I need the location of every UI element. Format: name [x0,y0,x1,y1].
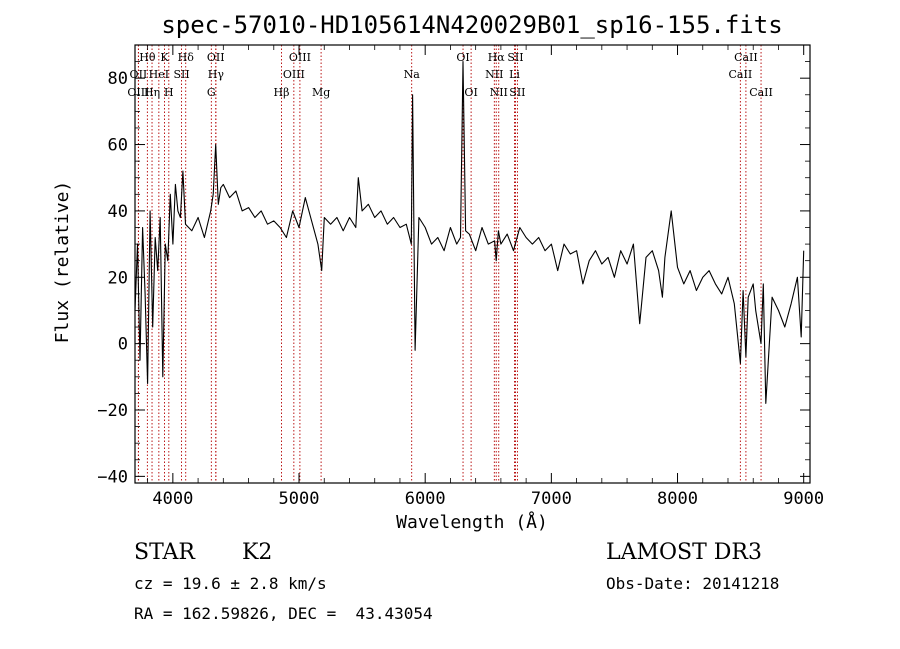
coordinates: RA = 162.59826, DEC = 43.43054 [134,604,433,623]
line-label: Hβ [274,86,290,99]
survey-name: LAMOST DR3 [606,540,762,565]
x-axis-label: Wavelength (Å) [396,511,548,533]
line-label: OII [207,51,225,64]
x-tick-label: 9000 [783,489,824,509]
chart-title: spec-57010-HD105614N420029B01_sp16-155.f… [161,11,782,39]
line-label: K [160,51,169,64]
observation-date: Obs-Date: 20141218 [606,574,780,593]
spectral-subclass: K2 [242,540,273,565]
y-axis-label: Flux (relative) [52,181,73,344]
plot-frame [134,44,811,484]
line-label: Li [509,68,520,81]
line-label: G [207,86,216,99]
y-tick-label: 40 [108,202,128,222]
emission-line-markers [137,45,762,483]
line-label: OII [130,68,148,81]
x-tick-label: 5000 [279,489,320,509]
x-tick-label: 8000 [657,489,698,509]
spectrum-line [134,61,805,404]
line-label: Hα [488,51,506,64]
x-tick-label: 4000 [152,489,193,509]
x-tick-label: 6000 [405,489,446,509]
line-label: CaII [734,51,758,64]
line-label: NII [485,68,503,81]
line-label: SII [173,68,189,81]
redshift-cz: cz = 19.6 ± 2.8 km/s [134,574,327,593]
line-label: Hη [144,86,160,99]
line-label: OIII [283,68,305,81]
line-label: Hθ [139,51,156,64]
line-label: SII [507,51,523,64]
line-label: OIII [127,86,149,99]
x-tick-label: 7000 [531,489,572,509]
line-label: OIII [289,51,311,64]
y-tick-label: −40 [97,467,128,487]
line-label: OI [464,86,477,99]
y-tick-label: 20 [108,268,128,288]
line-label: Hγ [208,68,225,81]
line-label: CaII [729,68,753,81]
spectrum-series [134,61,805,404]
line-label: NII [490,86,508,99]
y-tick-label: 60 [108,136,128,156]
emission-line-labels: HθOIIOIIIHηHeIKHSIIHδGOIIHγHβOIIIOIIIMgN… [127,51,773,99]
line-label: OI [456,51,469,64]
y-tick-label: 80 [108,69,128,89]
line-label: SII [509,86,525,99]
y-tick-label: 0 [118,335,128,355]
line-label: Mg [312,86,330,99]
line-label: CaII [749,86,773,99]
object-class: STAR [134,540,195,565]
line-label: H [164,86,174,99]
axes: 4000 5000 6000 7000 8000 9000 −40 −20 0 20 40 60 80 [97,44,824,509]
y-tick-label: −20 [97,401,128,421]
line-label: Hδ [178,51,195,64]
line-label: HeI [149,68,169,81]
line-label: Na [404,68,421,81]
